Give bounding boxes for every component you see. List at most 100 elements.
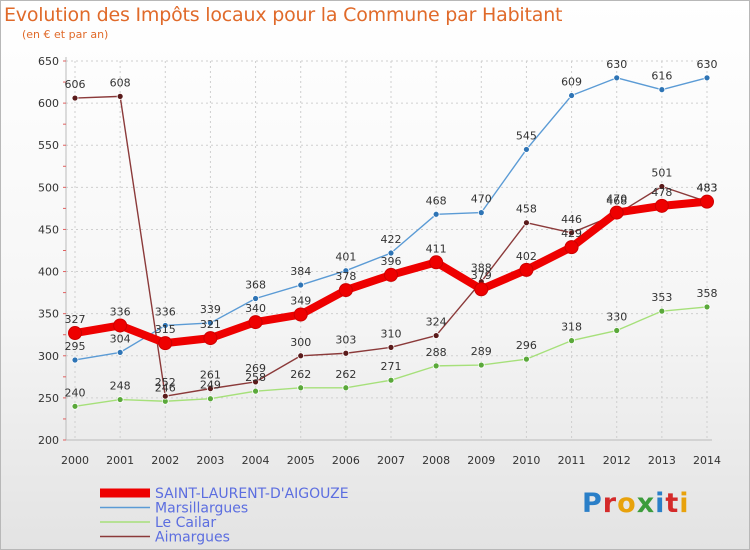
data-point bbox=[71, 402, 79, 410]
data-point bbox=[658, 307, 666, 315]
data-point bbox=[477, 361, 485, 369]
legend-label: Le Cailar bbox=[155, 515, 216, 531]
legend-label: SAINT-LAURENT-D'AIGOUZE bbox=[155, 486, 349, 502]
x-tick-label: 2002 bbox=[151, 454, 179, 467]
data-label: 411 bbox=[426, 242, 447, 255]
x-tick-label: 2006 bbox=[332, 454, 360, 467]
data-point bbox=[293, 307, 308, 322]
data-label: 470 bbox=[471, 193, 492, 206]
data-label: 300 bbox=[290, 336, 311, 349]
data-label: 616 bbox=[651, 70, 672, 83]
data-point bbox=[523, 146, 530, 153]
data-label: 303 bbox=[335, 333, 356, 346]
data-point bbox=[116, 92, 124, 100]
data-label: 545 bbox=[516, 129, 537, 142]
data-point bbox=[252, 378, 259, 386]
x-tick-label: 2008 bbox=[422, 454, 450, 467]
data-point bbox=[477, 209, 485, 217]
data-point bbox=[613, 327, 621, 334]
data-point bbox=[703, 303, 711, 311]
data-point bbox=[116, 349, 124, 356]
data-point bbox=[207, 319, 214, 327]
data-label: 288 bbox=[426, 346, 447, 359]
data-label: 388 bbox=[471, 262, 492, 275]
data-point bbox=[207, 385, 214, 393]
data-point bbox=[252, 295, 259, 302]
data-point bbox=[700, 194, 714, 209]
data-label: 458 bbox=[516, 203, 537, 216]
data-point bbox=[568, 92, 575, 99]
data-point bbox=[71, 94, 79, 102]
data-label: 501 bbox=[651, 166, 672, 179]
data-label: 249 bbox=[200, 379, 221, 392]
data-point bbox=[613, 74, 621, 82]
x-tick-label: 2013 bbox=[648, 454, 676, 467]
data-label: 609 bbox=[561, 76, 582, 89]
y-tick-label: 200 bbox=[38, 434, 59, 447]
data-label: 378 bbox=[335, 270, 356, 283]
x-tick-label: 2000 bbox=[61, 454, 89, 467]
data-label: 401 bbox=[335, 251, 356, 264]
data-point bbox=[658, 183, 666, 190]
data-label: 353 bbox=[651, 291, 672, 304]
data-label: 336 bbox=[110, 305, 131, 318]
data-label: 379 bbox=[471, 269, 492, 282]
data-point bbox=[429, 255, 444, 270]
x-tick-label: 2003 bbox=[196, 454, 224, 467]
data-label: 304 bbox=[110, 332, 131, 345]
data-label: 315 bbox=[155, 323, 176, 336]
y-tick-label: 600 bbox=[38, 97, 59, 110]
data-label: 252 bbox=[155, 376, 176, 389]
data-label: 327 bbox=[65, 313, 86, 326]
x-tick-label: 2011 bbox=[558, 454, 586, 467]
data-label: 336 bbox=[155, 305, 176, 318]
data-point bbox=[568, 337, 575, 345]
data-label: 483 bbox=[697, 182, 718, 195]
data-point bbox=[519, 262, 534, 277]
data-label: 296 bbox=[516, 339, 537, 352]
data-point bbox=[158, 336, 173, 351]
data-point bbox=[703, 74, 711, 82]
data-label: 310 bbox=[381, 327, 402, 340]
y-tick-label: 650 bbox=[38, 55, 59, 68]
data-label: 340 bbox=[245, 302, 266, 315]
data-label: 468 bbox=[426, 194, 447, 207]
data-point bbox=[654, 198, 669, 213]
data-point bbox=[568, 229, 575, 237]
data-label: 606 bbox=[65, 78, 86, 91]
data-point bbox=[387, 249, 395, 257]
data-point bbox=[387, 376, 395, 384]
data-label: 468 bbox=[606, 194, 627, 207]
data-point bbox=[609, 205, 624, 220]
y-tick-label: 450 bbox=[38, 223, 59, 236]
data-label: 258 bbox=[245, 371, 266, 384]
proxiti-logo: Proxiti bbox=[582, 488, 690, 519]
data-point bbox=[432, 332, 440, 339]
data-label: 330 bbox=[606, 311, 627, 324]
data-label: 246 bbox=[155, 381, 176, 394]
data-point bbox=[68, 326, 82, 341]
data-point bbox=[297, 352, 305, 360]
data-label: 261 bbox=[200, 369, 221, 382]
y-tick-label: 350 bbox=[38, 308, 59, 321]
data-label: 262 bbox=[290, 368, 311, 381]
data-label: 402 bbox=[516, 250, 537, 263]
data-label: 271 bbox=[381, 360, 402, 373]
data-point bbox=[203, 331, 218, 346]
data-point bbox=[387, 343, 395, 351]
data-label: 422 bbox=[381, 233, 402, 246]
x-tick-label: 2012 bbox=[603, 454, 631, 467]
data-point bbox=[113, 318, 128, 333]
data-label: 478 bbox=[651, 186, 672, 199]
data-point bbox=[658, 86, 666, 94]
data-point bbox=[523, 219, 530, 227]
x-tick-label: 2007 bbox=[377, 454, 405, 467]
data-label: 240 bbox=[65, 386, 86, 399]
data-point bbox=[116, 396, 124, 403]
x-tick-label: 2009 bbox=[467, 454, 495, 467]
data-point bbox=[207, 395, 214, 403]
x-tick-label: 2005 bbox=[287, 454, 315, 467]
data-point bbox=[297, 384, 305, 392]
